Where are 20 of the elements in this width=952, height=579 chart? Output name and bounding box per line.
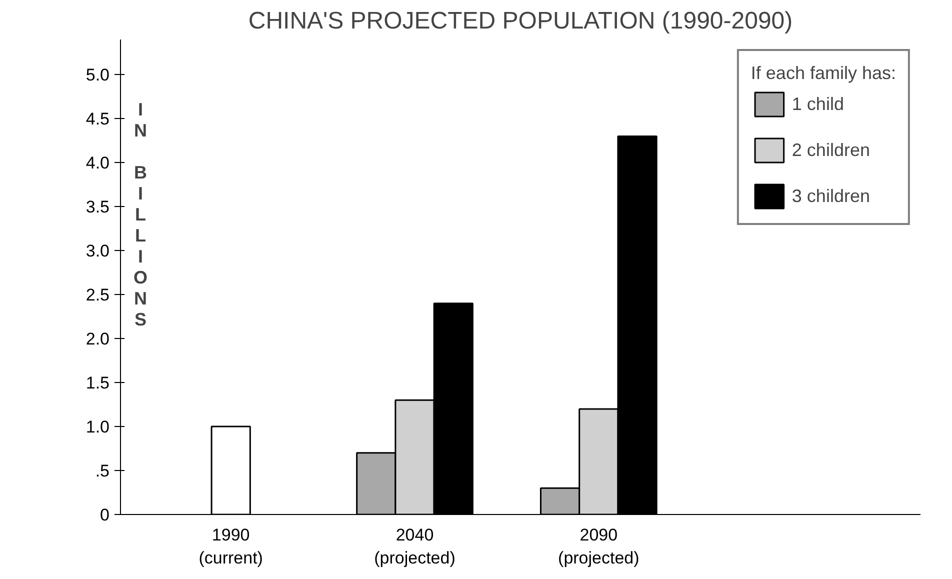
y-tick-label: 1.5 xyxy=(86,374,110,393)
y-tick-label: 2.0 xyxy=(86,330,110,349)
legend-label: 1 child xyxy=(792,94,844,114)
x-tick-label: 1990 (current) xyxy=(198,526,263,568)
y-tick-label: 0 xyxy=(100,506,110,524)
chart-title: CHINA'S PROJECTED POPULATION (1990-2090) xyxy=(248,8,793,34)
legend-label: 2 children xyxy=(792,140,870,160)
y-tick-label: .5 xyxy=(95,462,110,481)
y-tick-label: 3.5 xyxy=(86,198,110,217)
y-tick-label: 3.0 xyxy=(86,242,110,261)
y-tick-label: 1.0 xyxy=(86,418,110,437)
x-tick-label: 2090 (projected) xyxy=(558,526,640,568)
x-tick-label: 2040 (projected) xyxy=(374,526,456,568)
y-tick-label: 4.5 xyxy=(86,110,110,129)
y-tick-label: 4.0 xyxy=(86,154,110,173)
text: IN BILLIONS xyxy=(134,100,148,330)
legend-title: If each family has: xyxy=(750,63,896,84)
y-tick-label: 5.0 xyxy=(86,66,110,85)
legend-label: 3 children xyxy=(792,186,870,206)
y-tick-label: 2.5 xyxy=(86,286,110,305)
